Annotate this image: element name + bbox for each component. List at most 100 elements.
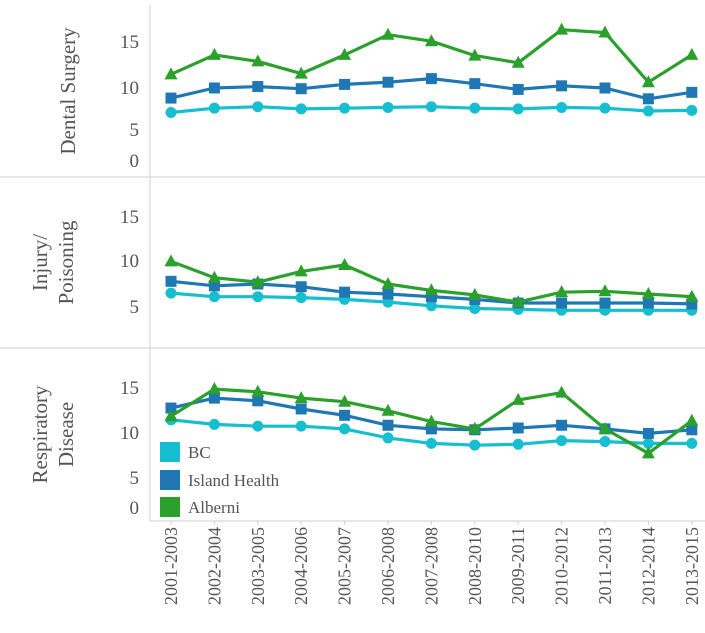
data-point <box>469 78 481 90</box>
data-point <box>556 419 568 431</box>
y-tick-label: 10 <box>120 78 139 99</box>
data-point <box>208 392 220 404</box>
data-point <box>165 106 177 118</box>
data-point <box>165 92 177 104</box>
panel: RespiratoryDisease 15 10 5 0 <box>28 378 699 519</box>
y-tick-label: 10 <box>120 251 139 272</box>
x-tick-label: 2011-2013 <box>595 527 615 604</box>
y-tick-label: 15 <box>120 207 139 228</box>
panel-title: RespiratoryDisease <box>28 385 78 483</box>
data-point <box>208 82 220 94</box>
data-point <box>381 27 395 40</box>
data-point <box>252 291 264 303</box>
data-point <box>512 438 524 450</box>
data-point <box>208 102 220 114</box>
panel-title-line: Poisoning <box>54 220 78 305</box>
x-axis: 2001-2003 2002-2004 2003-2005 2004-2006 2005… <box>161 521 702 605</box>
x-tick-label: 2006-2008 <box>378 527 398 605</box>
data-point <box>555 285 569 298</box>
data-point <box>207 47 221 60</box>
data-point <box>295 281 307 293</box>
data-point <box>339 286 351 298</box>
data-point <box>686 424 698 436</box>
y-tick-label: 15 <box>120 32 139 53</box>
data-point <box>599 436 611 448</box>
data-point <box>425 73 437 85</box>
y-tick-label: 10 <box>120 423 139 444</box>
x-tick-label: 2009-2011 <box>508 527 528 604</box>
data-point <box>382 76 394 88</box>
data-point <box>686 298 698 310</box>
data-point <box>164 254 178 267</box>
data-point <box>382 101 394 113</box>
data-point <box>295 403 307 415</box>
data-point <box>165 402 177 414</box>
legend-label: Alberni <box>188 498 240 517</box>
data-point <box>339 409 351 421</box>
data-point <box>382 432 394 444</box>
data-point <box>642 437 654 449</box>
panel-title-line: Injury/ <box>28 234 52 291</box>
data-point <box>294 66 308 79</box>
y-tick-label: 0 <box>130 498 140 519</box>
data-point <box>556 297 568 309</box>
data-point <box>294 391 308 404</box>
data-point <box>164 67 178 80</box>
x-tick-label: 2003-2005 <box>248 527 268 605</box>
data-point <box>642 427 654 439</box>
data-point <box>555 385 569 398</box>
x-tick-label: 2005-2007 <box>335 527 355 605</box>
data-point <box>425 437 437 449</box>
data-point <box>686 104 698 116</box>
data-point <box>207 270 221 283</box>
data-point <box>382 419 394 431</box>
data-point <box>469 439 481 451</box>
data-point <box>556 101 568 113</box>
y-tick-label: 5 <box>130 468 140 489</box>
data-point <box>295 83 307 95</box>
x-tick-label: 2004-2006 <box>291 527 311 605</box>
data-point <box>425 423 437 435</box>
x-tick-label: 2008-2010 <box>465 527 485 605</box>
data-point <box>208 280 220 292</box>
data-point <box>685 413 699 426</box>
data-point <box>381 277 395 290</box>
data-point <box>165 275 177 287</box>
x-tick-label: 2010-2012 <box>552 527 572 605</box>
panel-title-line: Disease <box>54 402 78 467</box>
data-point <box>599 82 611 94</box>
data-point <box>424 283 438 296</box>
panel-title-line: Dental Surgery <box>56 27 80 155</box>
data-point <box>642 297 654 309</box>
data-point <box>294 264 308 277</box>
y-tick-label: 15 <box>120 378 139 399</box>
data-point <box>685 47 699 60</box>
legend-swatch <box>160 470 180 490</box>
data-point <box>598 421 612 434</box>
data-point <box>686 437 698 449</box>
data-point <box>425 300 437 312</box>
x-tick-label: 2007-2008 <box>421 527 441 605</box>
legend: BC Island Health Alberni <box>160 442 280 517</box>
data-point <box>511 55 525 68</box>
data-point <box>511 392 525 405</box>
panel: Injury/Poisoning 15 10 5 <box>28 207 699 318</box>
data-point <box>338 258 352 271</box>
data-point <box>468 287 482 300</box>
chart-panels: Dental Surgery 15 10 5 0 Injury/Poisoning 15 10… <box>28 22 699 519</box>
panel-title-line: Respiratory <box>28 385 52 483</box>
data-point <box>512 422 524 434</box>
legend-swatch <box>160 442 180 462</box>
data-point <box>425 291 437 303</box>
chart-frame <box>0 5 705 522</box>
data-point <box>207 382 221 395</box>
data-point <box>251 275 265 288</box>
x-tick-label: 2001-2003 <box>161 527 181 605</box>
x-tick-label: 2012-2014 <box>638 527 658 605</box>
data-point <box>598 25 612 38</box>
data-point <box>642 105 654 117</box>
data-point <box>208 291 220 303</box>
panel-title: Injury/Poisoning <box>28 220 78 305</box>
data-point <box>424 34 438 47</box>
